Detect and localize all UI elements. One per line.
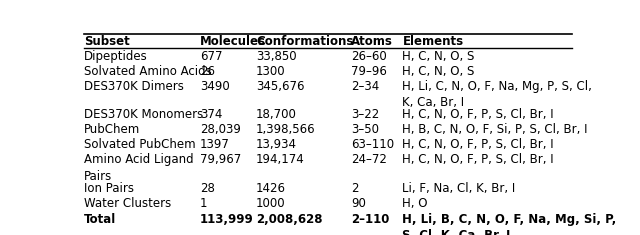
Text: 3490: 3490 (200, 80, 230, 93)
Text: 113,999: 113,999 (200, 213, 254, 226)
Text: 90: 90 (351, 197, 366, 210)
Text: 1300: 1300 (256, 65, 285, 78)
Text: Solvated PubChem: Solvated PubChem (84, 138, 196, 151)
Text: 28: 28 (200, 182, 215, 195)
Text: H, C, N, O, F, P, S, Cl, Br, I: H, C, N, O, F, P, S, Cl, Br, I (403, 153, 554, 166)
Text: 345,676: 345,676 (256, 80, 305, 93)
Text: 2: 2 (351, 182, 359, 195)
Text: PubChem: PubChem (84, 123, 140, 136)
Text: H, C, N, O, F, P, S, Cl, Br, I: H, C, N, O, F, P, S, Cl, Br, I (403, 108, 554, 121)
Text: 28,039: 28,039 (200, 123, 241, 136)
Text: 18,700: 18,700 (256, 108, 297, 121)
Text: 3–22: 3–22 (351, 108, 380, 121)
Text: 26–60: 26–60 (351, 50, 387, 63)
Text: 79–96: 79–96 (351, 65, 387, 78)
Text: 2,008,628: 2,008,628 (256, 213, 323, 226)
Text: Molecules: Molecules (200, 35, 266, 48)
Text: 79,967: 79,967 (200, 153, 241, 166)
Text: Li, F, Na, Cl, K, Br, I: Li, F, Na, Cl, K, Br, I (403, 182, 516, 195)
Text: 1426: 1426 (256, 182, 286, 195)
Text: 1,398,566: 1,398,566 (256, 123, 316, 136)
Text: H, C, N, O, S: H, C, N, O, S (403, 65, 475, 78)
Text: Dipeptides: Dipeptides (84, 50, 148, 63)
Text: DES370K Dimers: DES370K Dimers (84, 80, 184, 93)
Text: DES370K Monomers: DES370K Monomers (84, 108, 204, 121)
Text: 2–110: 2–110 (351, 213, 390, 226)
Text: 374: 374 (200, 108, 223, 121)
Text: 677: 677 (200, 50, 223, 63)
Text: 3–50: 3–50 (351, 123, 380, 136)
Text: Total: Total (84, 213, 116, 226)
Text: 2–34: 2–34 (351, 80, 380, 93)
Text: 1: 1 (200, 197, 207, 210)
Text: Amino Acid Ligand
Pairs: Amino Acid Ligand Pairs (84, 153, 193, 183)
Text: H, B, C, N, O, F, Si, P, S, Cl, Br, I: H, B, C, N, O, F, Si, P, S, Cl, Br, I (403, 123, 588, 136)
Text: H, Li, B, C, N, O, F, Na, Mg, Si, P,
S, Cl, K, Ca, Br, I: H, Li, B, C, N, O, F, Na, Mg, Si, P, S, … (403, 213, 617, 235)
Text: H, C, N, O, F, P, S, Cl, Br, I: H, C, N, O, F, P, S, Cl, Br, I (403, 138, 554, 151)
Text: 1397: 1397 (200, 138, 230, 151)
Text: 63–110: 63–110 (351, 138, 394, 151)
Text: 26: 26 (200, 65, 215, 78)
Text: Elements: Elements (403, 35, 463, 48)
Text: H, C, N, O, S: H, C, N, O, S (403, 50, 475, 63)
Text: Water Clusters: Water Clusters (84, 197, 172, 210)
Text: H, O: H, O (403, 197, 428, 210)
Text: Subset: Subset (84, 35, 130, 48)
Text: 24–72: 24–72 (351, 153, 387, 166)
Text: H, Li, C, N, O, F, Na, Mg, P, S, Cl,
K, Ca, Br, I: H, Li, C, N, O, F, Na, Mg, P, S, Cl, K, … (403, 80, 592, 109)
Text: Ion Pairs: Ion Pairs (84, 182, 134, 195)
Text: 33,850: 33,850 (256, 50, 297, 63)
Text: 13,934: 13,934 (256, 138, 297, 151)
Text: Solvated Amino Acids: Solvated Amino Acids (84, 65, 212, 78)
Text: Atoms: Atoms (351, 35, 393, 48)
Text: 1000: 1000 (256, 197, 285, 210)
Text: 194,174: 194,174 (256, 153, 305, 166)
Text: Conformations: Conformations (256, 35, 353, 48)
